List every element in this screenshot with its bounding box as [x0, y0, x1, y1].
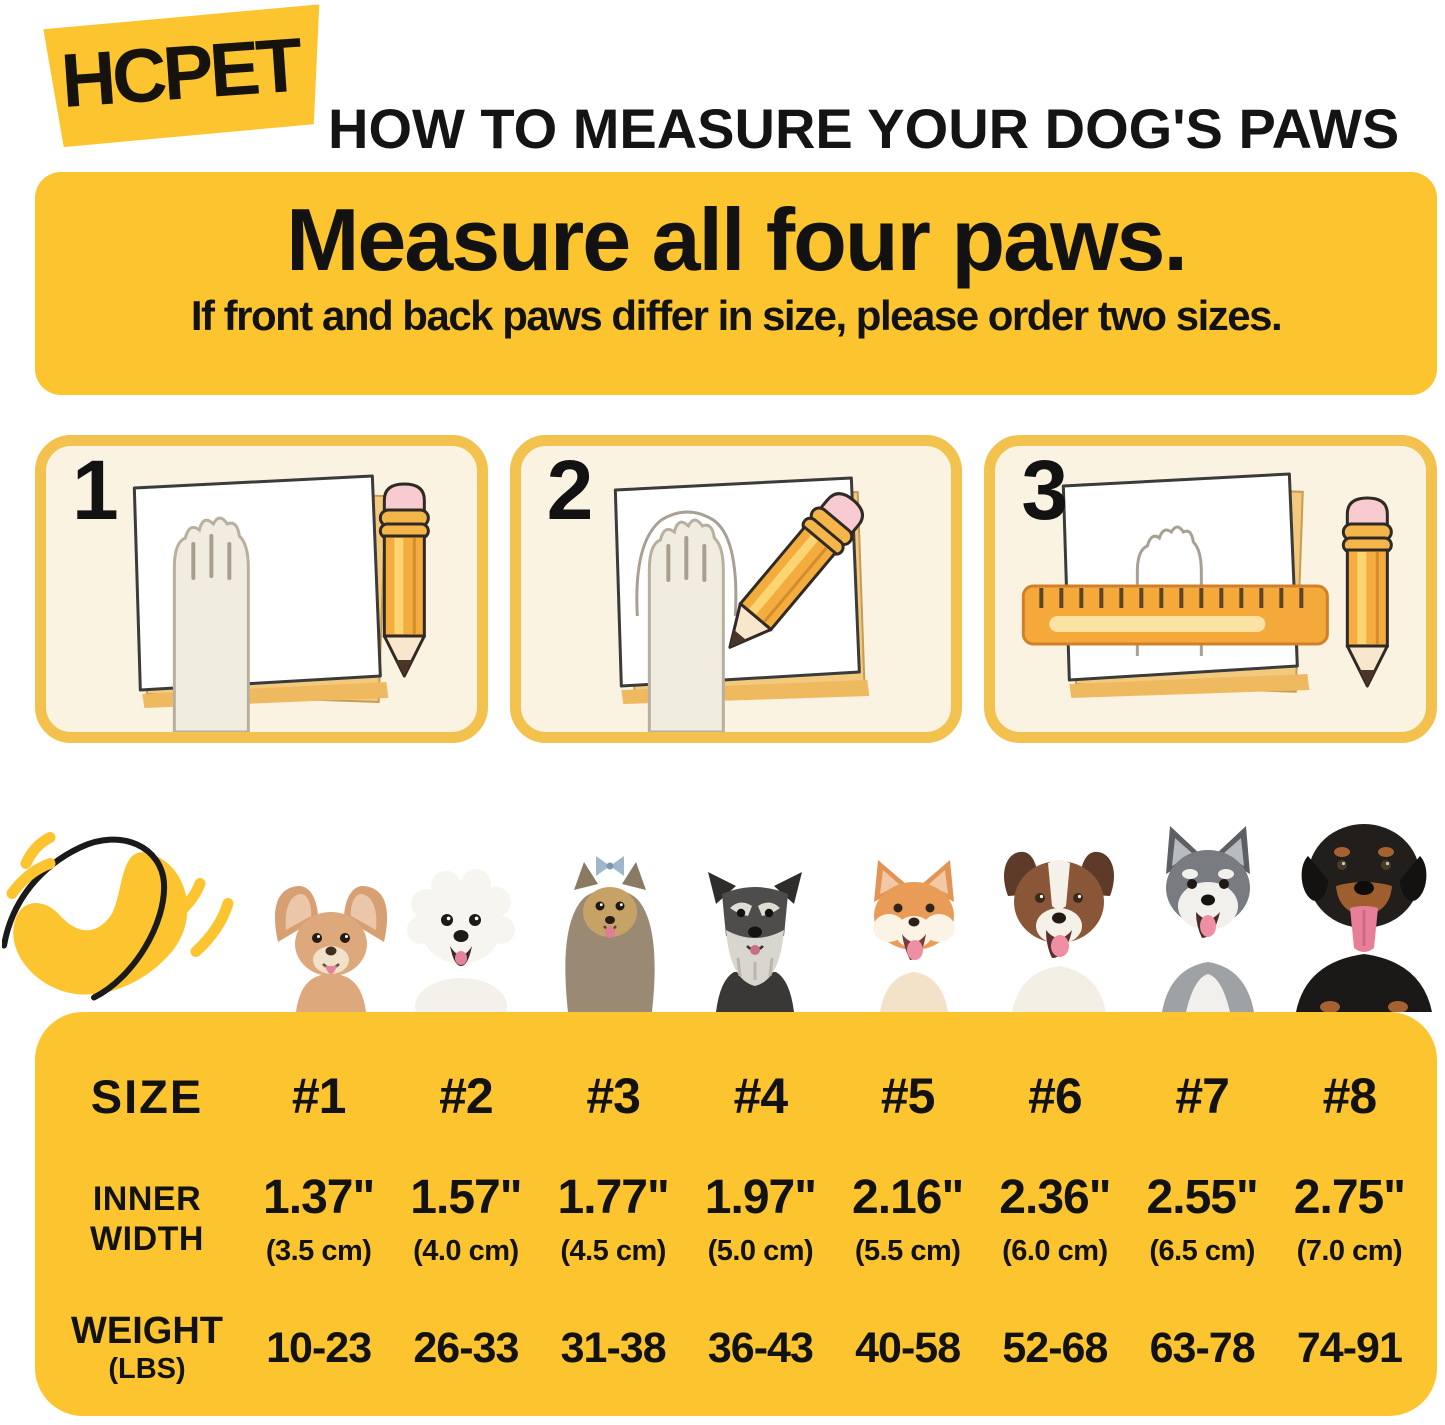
inner-width-value: 2.75" (7.0 cm) [1293, 1170, 1406, 1267]
measure-with-ruler-illustration [1022, 472, 1394, 698]
dog-photo-rottweiler [1286, 802, 1442, 1012]
size-value: #4 [733, 1068, 789, 1124]
pencil-icon [378, 482, 430, 678]
step-card-3: 3 [984, 435, 1438, 743]
swoosh-graphic [2, 832, 234, 1001]
dog-photo-australian-shepherd [990, 836, 1128, 1012]
page-title: HOW TO MEASURE YOUR DOG'S PAWS [328, 96, 1400, 160]
dog-photo-bichon-frise [402, 866, 520, 1012]
paper-stack-icon [132, 474, 389, 708]
step-card-1: 1 [35, 435, 488, 743]
weight-value: 52-68 [1002, 1323, 1108, 1372]
step-number-1: 1 [72, 443, 119, 537]
weight-value: 10-23 [266, 1323, 372, 1372]
inner-width-value: 2.55" (6.5 cm) [1146, 1170, 1259, 1267]
inner-width-label-line1: INNER [92, 1180, 202, 1218]
size-value: #3 [586, 1068, 641, 1124]
dog-photo-shiba-inu [860, 850, 968, 1012]
weight-value: 36-43 [707, 1323, 814, 1372]
inner-width-value: 1.97" (5.0 cm) [704, 1170, 817, 1267]
step-number-3: 3 [1021, 443, 1069, 537]
dog-paw-icon [172, 516, 250, 732]
step-card-2: 2 [509, 435, 963, 743]
dog-photo-miniature-schnauzer [700, 860, 810, 1012]
step-number-2: 2 [546, 443, 594, 537]
dog-photo-yorkshire-terrier [556, 848, 664, 1012]
dog-breed-row [0, 745, 1445, 1012]
banner-subheading: If front and back paws differ in size, p… [190, 292, 1283, 339]
weight-row: WEIGHT (LBS) 10-23 26-33 31-38 36-43 40-… [49, 1292, 1423, 1404]
size-value: #5 [880, 1068, 936, 1124]
inner-width-row-label: INNER WIDTH [49, 1179, 245, 1259]
pencil-icon [728, 492, 864, 649]
dog-photo-alaskan-malamute [1150, 818, 1266, 1012]
size-value: #1 [291, 1068, 347, 1124]
weight-value: 31-38 [560, 1323, 667, 1372]
weight-value: 74-91 [1296, 1323, 1403, 1372]
size-row: SIZE #1 #2 #3 #4 #5 #6 #7 #8 [49, 1046, 1423, 1146]
size-row-label: SIZE [90, 1069, 204, 1123]
inner-width-row: INNER WIDTH 1.37" (3.5 cm) 1.57" (4.0 cm… [49, 1146, 1423, 1292]
paw-on-paper-illustration [132, 474, 430, 732]
inner-width-value: 1.77" (4.5 cm) [557, 1170, 670, 1267]
inner-width-value: 2.16" (5.5 cm) [852, 1170, 964, 1267]
inner-width-value: 1.37" (3.5 cm) [263, 1170, 375, 1267]
inner-width-value: 2.36" (6.0 cm) [999, 1170, 1111, 1267]
banner-heading: Measure all four paws. [286, 190, 1188, 289]
size-value: #6 [1028, 1068, 1083, 1124]
inner-width-label-line2: WIDTH [90, 1220, 204, 1258]
dog-paw-icon [635, 510, 737, 732]
inner-width-value: 1.57" (4.0 cm) [410, 1170, 522, 1267]
measurement-steps: 1 2 [35, 435, 1438, 743]
size-chart-panel: SIZE #1 #2 #3 #4 #5 #6 #7 #8 INNER WIDTH… [35, 1012, 1437, 1416]
size-value: #7 [1175, 1068, 1230, 1124]
paw-outline-icon [1136, 525, 1204, 656]
weight-row-label: WEIGHT (LBS) [71, 1310, 223, 1385]
size-value: #8 [1322, 1068, 1378, 1124]
weight-value: 26-33 [413, 1323, 519, 1372]
size-value: #2 [439, 1068, 494, 1124]
trace-paw-illustration [613, 476, 870, 732]
brand-logo-text: HCPET [58, 22, 302, 125]
pencil-icon [1342, 496, 1394, 688]
ruler-icon [1022, 584, 1330, 646]
weight-value: 63-78 [1149, 1323, 1256, 1372]
brand-logo: HCPET [36, 8, 324, 144]
dog-photo-chihuahua [268, 878, 394, 1012]
weight-value: 40-58 [855, 1323, 961, 1372]
instruction-banner: Measure all four paws. If front and back… [35, 172, 1437, 395]
